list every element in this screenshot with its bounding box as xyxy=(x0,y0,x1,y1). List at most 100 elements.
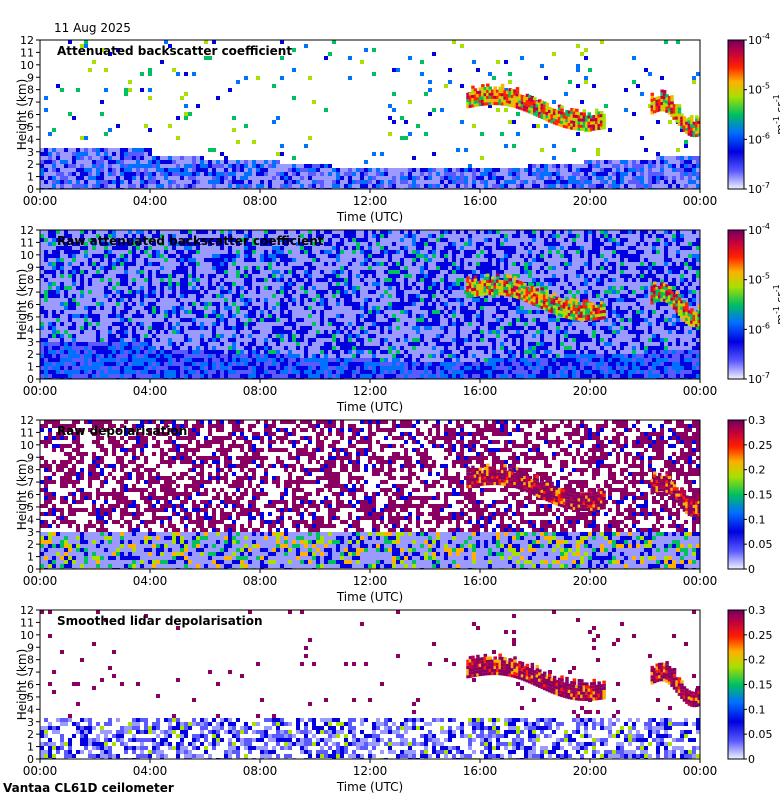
panel-title: Raw attenuated backscatter coefficient xyxy=(57,234,324,248)
x-tick-label: 20:00 xyxy=(573,194,608,208)
x-tick-label: 00:00 xyxy=(683,764,718,778)
colorbar-tick-label: 10-7 xyxy=(748,181,770,196)
colorbar-tick-label: 10-6 xyxy=(748,131,770,146)
heatmap-area xyxy=(40,40,700,189)
y-tick-label: 5 xyxy=(27,691,34,704)
colorbar-tick-label: 0.25 xyxy=(748,439,773,452)
colorbar-tick-label: 0.05 xyxy=(748,728,773,741)
y-axis-label: Height (km) xyxy=(15,459,29,530)
x-tick-label: 04:00 xyxy=(133,194,168,208)
colorbar-tick-label: 10-5 xyxy=(748,82,770,97)
colorbar: 10-4 10-5 10-6 10-7 m-1 sr-1 xyxy=(727,222,780,386)
y-tick-label: 1 xyxy=(27,741,34,754)
colorbar-tick-label: 0.3 xyxy=(748,414,766,427)
y-tick-label: 9 xyxy=(27,261,34,274)
x-tick-label: 12:00 xyxy=(353,574,388,588)
y-tick-label: 9 xyxy=(27,71,34,84)
y-tick-label: 9 xyxy=(27,451,34,464)
colorbar-unit-label: m-1 sr-1 xyxy=(772,284,780,324)
y-tick-label: 2 xyxy=(27,728,34,741)
colorbar-tick-label: 0.1 xyxy=(748,703,766,716)
y-tick-label: 2 xyxy=(27,158,34,171)
y-tick-label: 1 xyxy=(27,551,34,564)
y-axis-label: Height (km) xyxy=(15,79,29,150)
x-tick-label: 04:00 xyxy=(133,384,168,398)
x-tick-label: 20:00 xyxy=(573,764,608,778)
x-axis-label: Time (UTC) xyxy=(336,400,403,414)
y-tick-label: 10 xyxy=(20,629,34,642)
y-tick-label: 8 xyxy=(27,84,34,97)
colorbar-tick-label: 10-4 xyxy=(748,222,770,237)
x-tick-label: 16:00 xyxy=(463,194,498,208)
y-tick-label: 7 xyxy=(27,96,34,109)
y-tick-label: 9 xyxy=(27,641,34,654)
y-axis-label: Height (km) xyxy=(15,649,29,720)
x-tick-label: 20:00 xyxy=(573,574,608,588)
panel-title: Smoothed lidar depolarisation xyxy=(57,614,263,628)
y-tick-label: 3 xyxy=(27,526,34,539)
y-tick-label: 12 xyxy=(20,604,34,617)
x-axis-label: Time (UTC) xyxy=(336,590,403,604)
x-tick-label: 08:00 xyxy=(243,764,278,778)
x-axis-label: Time (UTC) xyxy=(336,780,403,794)
heatmap-area xyxy=(40,420,700,569)
y-tick-label: 8 xyxy=(27,654,34,667)
y-tick-label: 5 xyxy=(27,501,34,514)
colorbar-tick-label: 0.2 xyxy=(748,464,766,477)
y-tick-label: 3 xyxy=(27,716,34,729)
y-tick-label: 0 xyxy=(27,183,34,196)
colorbar-tick-label: 0.15 xyxy=(748,679,773,692)
y-tick-label: 8 xyxy=(27,274,34,287)
colorbar-tick-label: 0.05 xyxy=(748,538,773,551)
colorbar-tick-label: 10-4 xyxy=(748,32,770,47)
colorbar-tick-label: 0.15 xyxy=(748,489,773,502)
colorbar: 0.3 0.25 0.2 0.15 0.1 0.05 0 xyxy=(727,604,773,766)
colorbar-tick-label: 10-7 xyxy=(748,371,770,386)
colorbar-tick-label: 10-5 xyxy=(748,272,770,287)
x-tick-label: 04:00 xyxy=(133,574,168,588)
y-tick-label: 7 xyxy=(27,476,34,489)
panel-3: Raw depolarisation0123456789101112Height… xyxy=(15,414,773,604)
x-tick-label: 00:00 xyxy=(23,574,58,588)
y-tick-label: 12 xyxy=(20,224,34,237)
y-tick-label: 6 xyxy=(27,299,34,312)
y-tick-label: 11 xyxy=(20,616,34,629)
heatmap-area xyxy=(40,230,700,379)
y-tick-label: 3 xyxy=(27,336,34,349)
x-tick-label: 00:00 xyxy=(23,764,58,778)
x-tick-label: 00:00 xyxy=(683,574,718,588)
colorbar: 0.3 0.25 0.2 0.15 0.1 0.05 0 xyxy=(727,414,773,576)
x-tick-label: 12:00 xyxy=(353,194,388,208)
y-tick-label: 6 xyxy=(27,679,34,692)
y-tick-label: 2 xyxy=(27,538,34,551)
y-tick-label: 4 xyxy=(27,323,34,336)
y-tick-label: 10 xyxy=(20,59,34,72)
y-tick-label: 12 xyxy=(20,414,34,427)
panel-2: Raw attenuated backscatter coefficient 0 1… xyxy=(15,222,780,414)
y-tick-label: 5 xyxy=(27,311,34,324)
y-tick-label: 1 xyxy=(27,171,34,184)
x-tick-label: 20:00 xyxy=(573,384,608,398)
footer-label: Vantaa CL61D ceilometer xyxy=(3,781,174,795)
colorbar-tick-label: 0.25 xyxy=(748,629,773,642)
panel-title: Attenuated backscatter coefficient xyxy=(57,44,292,58)
x-tick-label: 16:00 xyxy=(463,574,498,588)
x-tick-label: 12:00 xyxy=(353,764,388,778)
y-tick-label: 8 xyxy=(27,464,34,477)
y-tick-label: 6 xyxy=(27,489,34,502)
x-tick-label: 08:00 xyxy=(243,194,278,208)
x-axis-label: Time (UTC) xyxy=(336,210,403,224)
x-tick-label: 00:00 xyxy=(683,384,718,398)
panel-title: Raw depolarisation xyxy=(57,424,187,438)
y-tick-label: 4 xyxy=(27,703,34,716)
colorbar-tick-label: 0.3 xyxy=(748,604,766,617)
x-tick-label: 00:00 xyxy=(23,384,58,398)
x-tick-label: 08:00 xyxy=(243,574,278,588)
y-tick-label: 0 xyxy=(27,373,34,386)
colorbar-tick-label: 0.2 xyxy=(748,654,766,667)
heatmap-area xyxy=(40,610,700,759)
y-axis-label: Height (km) xyxy=(15,269,29,340)
y-tick-label: 3 xyxy=(27,146,34,159)
panel-1: Attenuated backscatter coefficient012345… xyxy=(15,32,780,224)
